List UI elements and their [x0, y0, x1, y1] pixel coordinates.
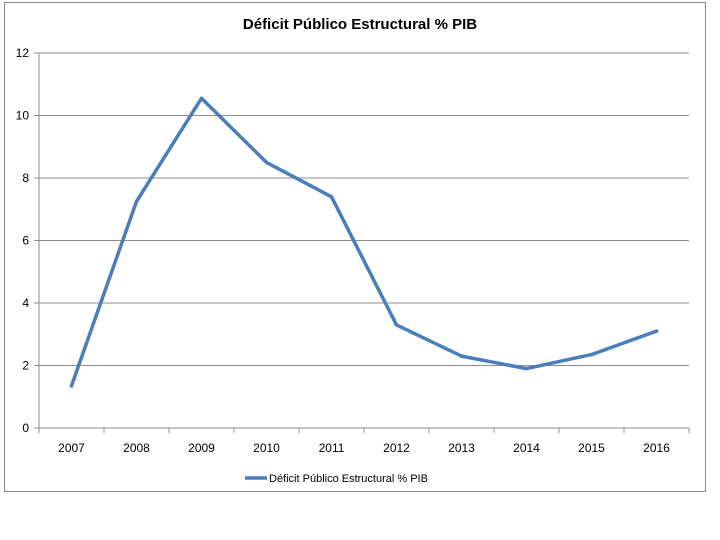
x-tick-label: 2014 [513, 441, 540, 455]
data-point [524, 366, 529, 371]
y-tick-label: 8 [22, 171, 29, 185]
x-tick-label: 2011 [319, 441, 345, 455]
y-tick-label: 4 [22, 296, 29, 310]
data-point [264, 160, 269, 165]
y-tick-label: 6 [22, 234, 29, 248]
x-tick-label: 2012 [383, 441, 410, 455]
data-point [134, 199, 139, 204]
data-point [69, 384, 74, 388]
x-tick-label: 2010 [253, 441, 280, 455]
x-tick-label: 2015 [578, 441, 605, 455]
data-point [329, 194, 334, 199]
y-tick-label: 0 [22, 421, 29, 435]
data-point [394, 323, 399, 327]
data-point [589, 352, 594, 357]
y-axis-ticks: 0 2 4 6 8 10 12 [16, 46, 39, 435]
x-tick-label: 2009 [188, 441, 215, 455]
legend: Déficit Público Estructural % PIB [245, 473, 428, 485]
series-line [69, 96, 659, 388]
x-axis-ticks: 2007 2008 2009 2010 2011 2012 2013 2014 2015 2016 [38, 428, 690, 455]
data-point [199, 96, 204, 101]
legend-label: Déficit Público Estructural % PIB [269, 473, 428, 485]
chart-title: Déficit Público Estructural % PIB [243, 16, 477, 33]
x-tick-label: 2008 [123, 441, 150, 455]
series-group [69, 96, 659, 388]
y-tick-label: 2 [22, 359, 29, 373]
x-tick-label: 2013 [448, 441, 475, 455]
y-tick-label: 10 [16, 109, 30, 123]
y-tick-label: 12 [16, 46, 30, 60]
gridlines [39, 52, 689, 366]
data-point [459, 354, 464, 358]
data-point [654, 329, 659, 333]
x-tick-label: 2016 [643, 441, 670, 455]
line-chart: Déficit Público Estructural % PIB 0 2 4 6 8 1… [16, 16, 690, 485]
chart-frame: Déficit Público Estructural % PIB 0 2 4 6 8 1… [4, 2, 706, 492]
x-tick-label: 2007 [58, 441, 85, 455]
